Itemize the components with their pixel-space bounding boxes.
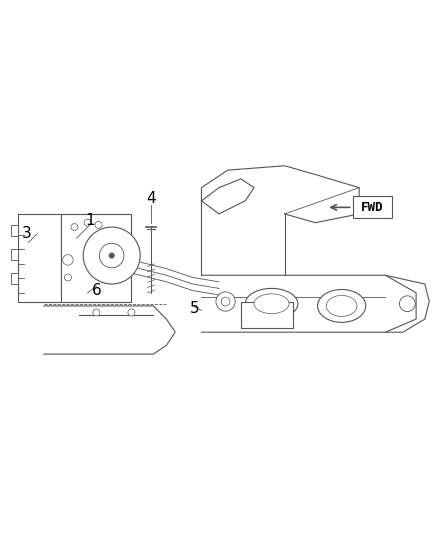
Circle shape	[128, 309, 135, 316]
Circle shape	[221, 297, 230, 306]
Circle shape	[83, 227, 140, 284]
Text: 5: 5	[190, 301, 200, 316]
FancyBboxPatch shape	[18, 214, 61, 302]
Circle shape	[93, 309, 100, 316]
Bar	[11, 273, 18, 284]
Circle shape	[109, 253, 114, 258]
Bar	[11, 249, 18, 260]
Circle shape	[64, 274, 71, 281]
Ellipse shape	[254, 294, 289, 313]
Text: FWD: FWD	[361, 201, 384, 214]
Circle shape	[399, 296, 415, 312]
Ellipse shape	[245, 288, 298, 319]
Ellipse shape	[326, 295, 357, 317]
Circle shape	[95, 221, 102, 229]
Circle shape	[63, 255, 73, 265]
FancyBboxPatch shape	[61, 214, 131, 302]
Ellipse shape	[318, 289, 366, 322]
Circle shape	[71, 223, 78, 231]
Bar	[241, 302, 293, 328]
Text: 4: 4	[146, 191, 156, 206]
Text: 3: 3	[21, 226, 31, 241]
Circle shape	[99, 243, 124, 268]
FancyBboxPatch shape	[353, 197, 392, 219]
Text: 1: 1	[85, 213, 95, 228]
Text: 6: 6	[92, 283, 101, 298]
Bar	[11, 225, 18, 236]
Circle shape	[216, 292, 235, 311]
Circle shape	[84, 219, 91, 226]
